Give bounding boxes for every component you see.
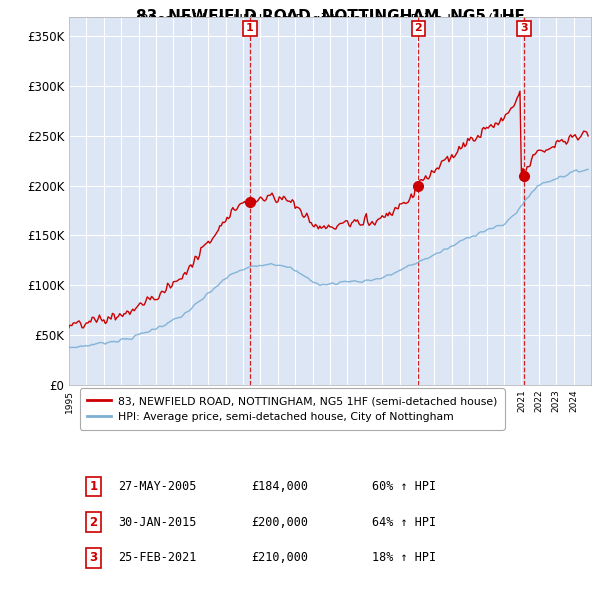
Text: £200,000: £200,000 [252,516,309,529]
Text: 3: 3 [520,24,528,34]
Text: 27-MAY-2005: 27-MAY-2005 [119,480,197,493]
Text: 83, NEWFIELD ROAD, NOTTINGHAM, NG5 1HF: 83, NEWFIELD ROAD, NOTTINGHAM, NG5 1HF [136,9,524,24]
Text: 64% ↑ HPI: 64% ↑ HPI [372,516,436,529]
Text: 2: 2 [89,516,98,529]
Text: 60% ↑ HPI: 60% ↑ HPI [372,480,436,493]
Text: 2: 2 [415,24,422,34]
Text: 18% ↑ HPI: 18% ↑ HPI [372,552,436,565]
Text: 1: 1 [89,480,98,493]
Text: 25-FEB-2021: 25-FEB-2021 [119,552,197,565]
Text: £184,000: £184,000 [252,480,309,493]
Legend: 83, NEWFIELD ROAD, NOTTINGHAM, NG5 1HF (semi-detached house), HPI: Average price: 83, NEWFIELD ROAD, NOTTINGHAM, NG5 1HF (… [80,388,505,430]
Text: £210,000: £210,000 [252,552,309,565]
Text: Price paid vs. HM Land Registry's House Price Index (HPI): Price paid vs. HM Land Registry's House … [140,13,520,26]
Text: 1: 1 [246,24,254,34]
Text: 30-JAN-2015: 30-JAN-2015 [119,516,197,529]
Text: 3: 3 [89,552,98,565]
